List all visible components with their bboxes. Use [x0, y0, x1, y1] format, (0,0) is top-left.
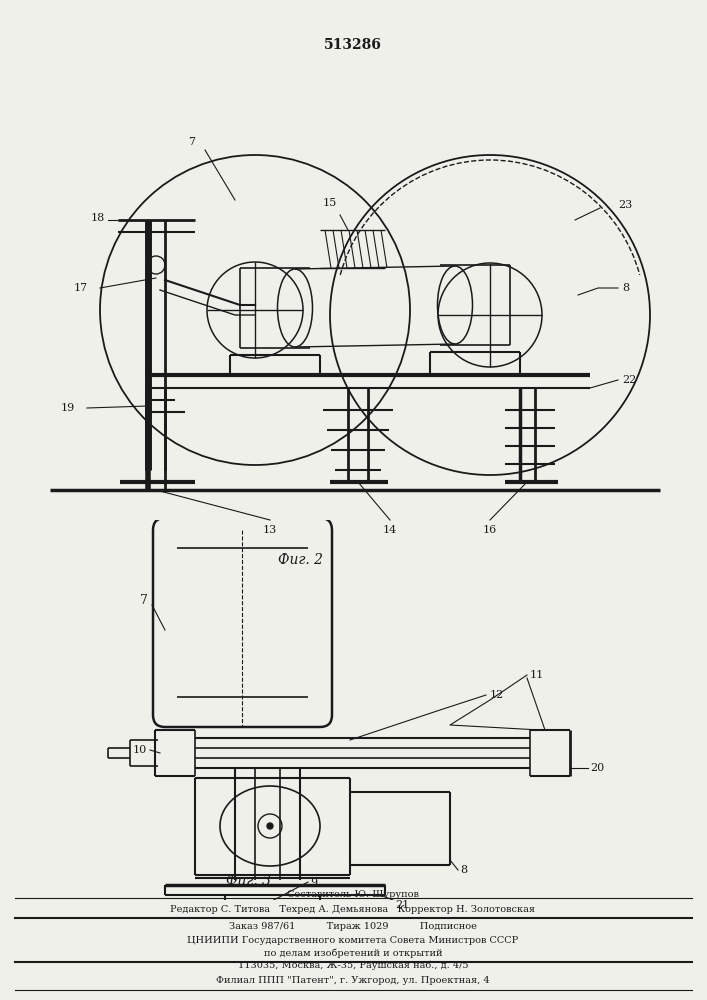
- Text: 22: 22: [622, 375, 636, 385]
- Text: 513286: 513286: [324, 38, 382, 52]
- Text: Фиг. 3: Фиг. 3: [226, 874, 271, 888]
- Text: 11: 11: [530, 670, 544, 680]
- Text: 7: 7: [140, 593, 148, 606]
- Circle shape: [267, 823, 273, 829]
- Text: 8: 8: [622, 283, 629, 293]
- Text: 17: 17: [74, 283, 88, 293]
- Text: Фиг. 2: Фиг. 2: [278, 553, 322, 567]
- Text: 9: 9: [310, 878, 317, 888]
- Text: 7: 7: [189, 137, 196, 147]
- Text: 113035, Москва, Ж-35, Раушская наб., д. 4/5: 113035, Москва, Ж-35, Раушская наб., д. …: [238, 960, 468, 970]
- Text: Заказ 987/61          Тираж 1029          Подписное: Заказ 987/61 Тираж 1029 Подписное: [229, 922, 477, 931]
- Text: по делам изобретений и открытий: по делам изобретений и открытий: [264, 948, 443, 958]
- Text: 15: 15: [323, 198, 337, 208]
- Text: 19: 19: [61, 403, 75, 413]
- Text: 10: 10: [133, 745, 147, 755]
- Text: 18: 18: [90, 213, 105, 223]
- Text: Составитель Ю. Шурупов: Составитель Ю. Шурупов: [287, 890, 419, 899]
- Text: Филиал ППП "Патент", г. Ужгород, ул. Проектная, 4: Филиал ППП "Патент", г. Ужгород, ул. Про…: [216, 976, 490, 985]
- Text: 16: 16: [483, 525, 497, 535]
- Text: Редактор С. Титова   Техред А. Демьянова   Корректор Н. Золотовская: Редактор С. Титова Техред А. Демьянова К…: [170, 905, 535, 914]
- Text: 21: 21: [395, 900, 409, 910]
- Text: ЦНИИПИ Государственного комитета Совета Министров СССР: ЦНИИПИ Государственного комитета Совета …: [187, 936, 519, 945]
- Text: 20: 20: [590, 763, 604, 773]
- Text: 8: 8: [460, 865, 467, 875]
- Text: 12: 12: [490, 690, 504, 700]
- Text: 13: 13: [263, 525, 277, 535]
- Text: 23: 23: [618, 200, 632, 210]
- Text: 14: 14: [383, 525, 397, 535]
